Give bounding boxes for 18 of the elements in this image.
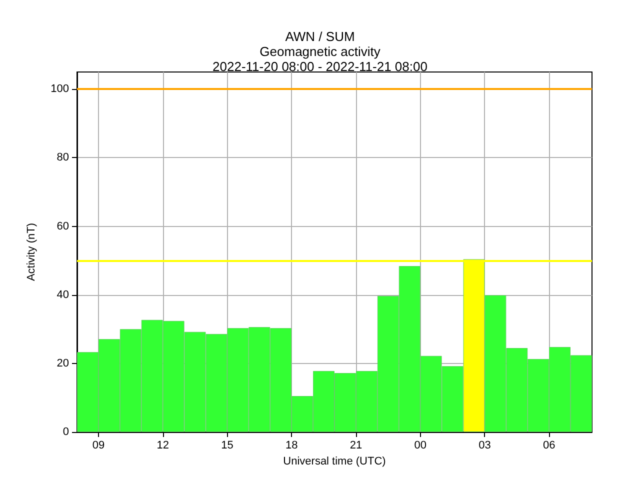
- x-tick-label: 03: [478, 440, 491, 452]
- y-tick-label: 80: [56, 152, 69, 164]
- y-tick-label: 40: [56, 288, 69, 301]
- y-tick-label: 100: [50, 83, 69, 96]
- x-tick-label: 15: [221, 440, 234, 452]
- chart-subtitle: Geomagnetic activity 2022-11-20 08:00 - 2022-11-21 08:00: [212, 44, 428, 74]
- y-tick-label: 0: [62, 426, 69, 438]
- x-tick-label: 12: [156, 440, 169, 452]
- y-axis-title: Activity (nT): [26, 222, 38, 282]
- chart-title: AWN / SUM: [285, 29, 355, 44]
- x-tick-label: 21: [350, 440, 362, 452]
- x-axis-title: Universal time (UTC): [283, 455, 386, 468]
- x-tick-label: 18: [285, 440, 298, 452]
- x-tick-label: 09: [92, 440, 105, 452]
- x-tick-label: 00: [414, 440, 426, 452]
- y-tick-label: 20: [56, 357, 69, 370]
- y-tick-label: 60: [56, 220, 69, 232]
- x-tick-label: 06: [542, 440, 556, 452]
